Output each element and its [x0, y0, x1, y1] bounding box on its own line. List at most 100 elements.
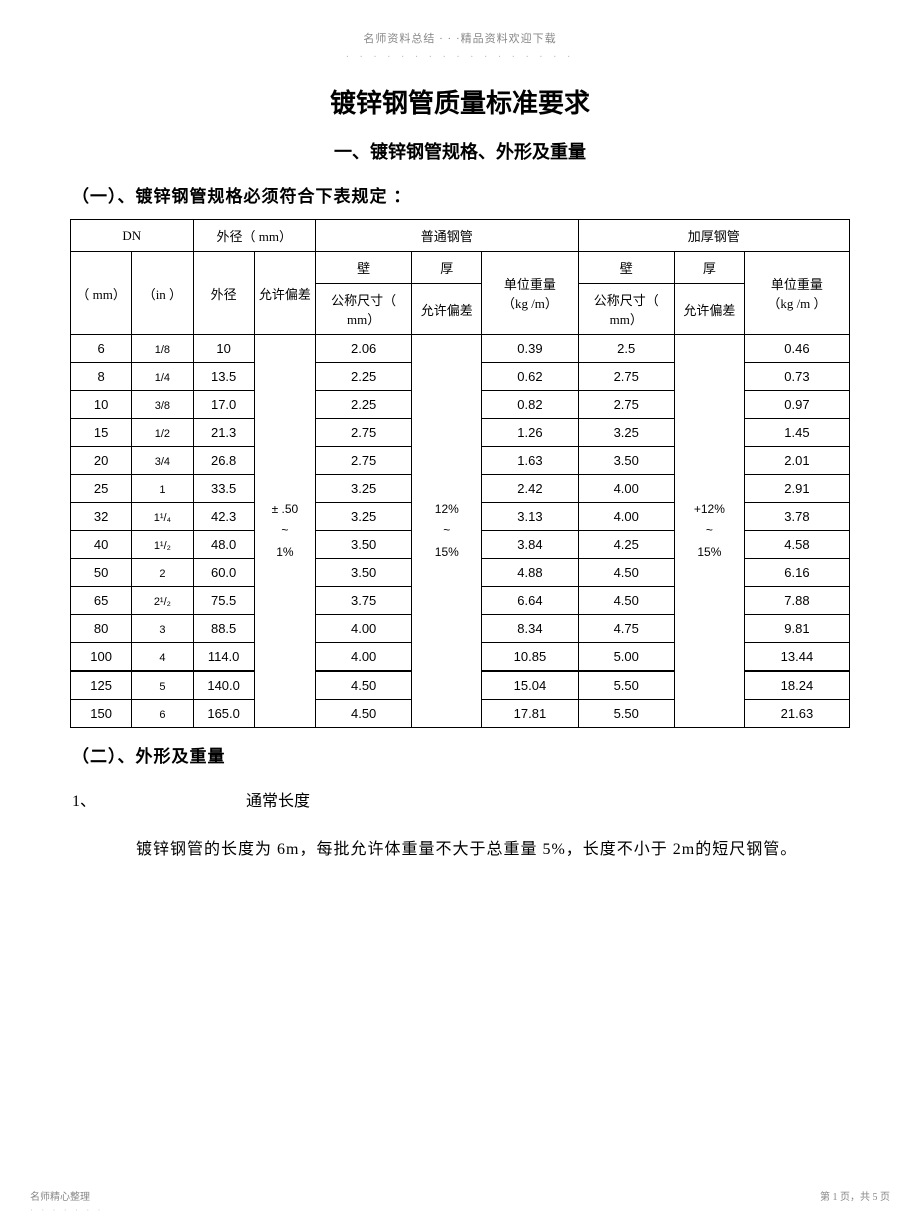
- subsection-1-2: （二）、外形及重量: [72, 742, 850, 767]
- table-cell: 0.46: [744, 335, 849, 363]
- table-cell: 42.3: [193, 503, 254, 531]
- table-cell: 13.44: [744, 643, 849, 672]
- page: 名师资料总结 · · ·精品资料欢迎下载 · · · · · · · · · ·…: [0, 0, 920, 1221]
- numbered-heading-1: 1、 通常长度: [72, 787, 850, 811]
- table-cell: 60.0: [193, 559, 254, 587]
- table-cell: 1.45: [744, 419, 849, 447]
- table-cell: 2.75: [578, 363, 674, 391]
- table-cell: 0.62: [482, 363, 578, 391]
- footer-right: 第 1 页，共 5 页: [820, 1188, 890, 1203]
- table-cell: 4.25: [578, 531, 674, 559]
- table-cell: 1: [132, 475, 193, 503]
- table-cell: 0.39: [482, 335, 578, 363]
- table-cell: 165.0: [193, 700, 254, 728]
- table-cell: 80: [71, 615, 132, 643]
- table-cell: 10: [193, 335, 254, 363]
- table-cell: 2.06: [316, 335, 412, 363]
- table-cell: 21.3: [193, 419, 254, 447]
- table-cell: 5.50: [578, 671, 674, 700]
- th-normal: 普通钢管: [316, 220, 579, 252]
- table-cell: 2.5: [578, 335, 674, 363]
- table-cell: 7.88: [744, 587, 849, 615]
- table-cell: 9.81: [744, 615, 849, 643]
- table-cell: 3.50: [316, 559, 412, 587]
- table-cell: +12%~15%: [674, 335, 744, 728]
- th-dn: DN: [71, 220, 194, 252]
- footer-left: 名师精心整理: [30, 1188, 90, 1203]
- table-cell: 4.00: [578, 475, 674, 503]
- table-cell: 17.0: [193, 391, 254, 419]
- th-od2: 外径: [193, 252, 254, 335]
- table-cell: 125: [71, 671, 132, 700]
- th-t-wall: 壁: [578, 252, 674, 284]
- th-in: （in ）: [132, 252, 193, 335]
- unitw-kgm2: （kg /m ）: [767, 296, 826, 311]
- th-t-allow2: 允许偏差: [674, 284, 744, 335]
- table-cell: 1/8: [132, 335, 193, 363]
- table-cell: ± .50~1%: [254, 335, 315, 728]
- table-cell: 1¹/₂: [132, 531, 193, 559]
- table-cell: 4.50: [578, 559, 674, 587]
- table-cell: 1/4: [132, 363, 193, 391]
- table-cell: 25: [71, 475, 132, 503]
- th-t-thk: 厚: [674, 252, 744, 284]
- table-cell: 33.5: [193, 475, 254, 503]
- unitw-label2: 单位重量: [771, 277, 823, 292]
- table-row: 61/810± .50~1%2.0612%~15%0.392.5+12%~15%…: [71, 335, 850, 363]
- th-t-unitw: 单位重量 （kg /m ）: [744, 252, 849, 335]
- th-mm: （ mm）: [71, 252, 132, 335]
- table-cell: 1¹/₄: [132, 503, 193, 531]
- th-n-unitw: 单位重量 （kg /m）: [482, 252, 578, 335]
- table-cell: 3/4: [132, 447, 193, 475]
- table-cell: 10: [71, 391, 132, 419]
- table-cell: 8.34: [482, 615, 578, 643]
- table-cell: 150: [71, 700, 132, 728]
- table-cell: 48.0: [193, 531, 254, 559]
- num-text: 通常长度: [246, 793, 310, 810]
- unitw-kgm: （kg /m）: [502, 296, 558, 311]
- table-cell: 4.00: [316, 615, 412, 643]
- table-cell: 32: [71, 503, 132, 531]
- table-cell: 4.75: [578, 615, 674, 643]
- table-cell: 15.04: [482, 671, 578, 700]
- table-cell: 5.50: [578, 700, 674, 728]
- table-cell: 1.63: [482, 447, 578, 475]
- table-cell: 18.24: [744, 671, 849, 700]
- table-cell: 4.00: [316, 643, 412, 672]
- table-cell: 6.64: [482, 587, 578, 615]
- th-n-thk: 厚: [412, 252, 482, 284]
- table-cell: 0.73: [744, 363, 849, 391]
- table-cell: 88.5: [193, 615, 254, 643]
- table-cell: 2.75: [316, 447, 412, 475]
- th-t-nominal: 公称尺寸（ mm）: [578, 284, 674, 335]
- table-cell: 3.50: [316, 531, 412, 559]
- table-cell: 75.5: [193, 587, 254, 615]
- subsection-1-1: （一）、镀锌钢管规格必须符合下表规定 ：: [72, 182, 850, 207]
- table-cell: 3.25: [578, 419, 674, 447]
- table-cell: 3.25: [316, 503, 412, 531]
- th-thick: 加厚钢管: [578, 220, 849, 252]
- top-watermark-dots: · · · · · · · · · · · · · · · · ·: [70, 52, 850, 63]
- table-cell: 3.50: [578, 447, 674, 475]
- th-n-nominal: 公称尺寸（ mm）: [316, 284, 412, 335]
- spec-table: DN 外径（ mm） 普通钢管 加厚钢管 （ mm） （in ） 外径 允许偏差…: [70, 219, 850, 728]
- table-cell: 1.26: [482, 419, 578, 447]
- table-cell: 2¹/₂: [132, 587, 193, 615]
- table-cell: 1/2: [132, 419, 193, 447]
- table-cell: 65: [71, 587, 132, 615]
- unitw-label: 单位重量: [504, 277, 556, 292]
- th-n-allow2: 允许偏差: [412, 284, 482, 335]
- table-cell: 2: [132, 559, 193, 587]
- table-cell: 3: [132, 615, 193, 643]
- table-cell: 12%~15%: [412, 335, 482, 728]
- table-cell: 6: [71, 335, 132, 363]
- table-cell: 13.5: [193, 363, 254, 391]
- table-cell: 4.50: [316, 671, 412, 700]
- table-cell: 2.75: [316, 419, 412, 447]
- table-cell: 2.25: [316, 391, 412, 419]
- table-cell: 20: [71, 447, 132, 475]
- th-n-wall: 壁: [316, 252, 412, 284]
- table-cell: 3.84: [482, 531, 578, 559]
- table-cell: 0.82: [482, 391, 578, 419]
- num-label: 1、: [72, 787, 242, 811]
